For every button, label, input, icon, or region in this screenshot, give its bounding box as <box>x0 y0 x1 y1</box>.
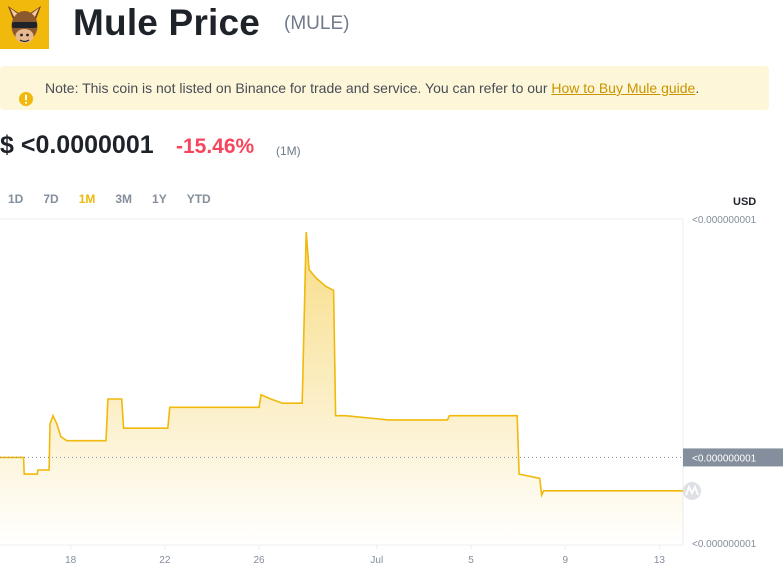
mule-logo <box>0 0 49 49</box>
page-title: Mule Price <box>73 2 261 43</box>
change-period: (1M) <box>276 144 301 158</box>
tab-1m[interactable]: 1M <box>78 192 96 206</box>
x-tick-label: 26 <box>254 555 266 566</box>
coin-symbol: (MULE) <box>284 13 350 34</box>
y-tick-label: <0.000000001 <box>692 215 757 226</box>
notice-text: Note: This coin is not listed on Binance… <box>45 80 552 96</box>
tab-1y[interactable]: 1Y <box>152 192 167 206</box>
notice-banner: Note: This coin is not listed on Binance… <box>0 66 769 110</box>
notice-suffix: . <box>695 80 700 96</box>
tab-1d[interactable]: 1D <box>8 192 24 206</box>
price-chart[interactable]: <0.000000001 <0.000000001 <0.000000001 18 2… <box>0 210 783 575</box>
current-price-label: <0.000000001 <box>692 453 757 464</box>
tab-ytd[interactable]: YTD <box>186 192 211 206</box>
tab-3m[interactable]: 3M <box>115 192 133 206</box>
x-tick-label: 13 <box>654 555 666 566</box>
price-line <box>0 231 683 498</box>
price-change: -15.46% <box>176 135 255 158</box>
currency-label: USD <box>733 196 757 208</box>
price-area <box>0 232 683 545</box>
warning-icon <box>18 80 34 106</box>
current-price: $ <0.0000001 <box>0 131 154 159</box>
tradingview-watermark-icon <box>683 482 701 500</box>
x-tick-label: 18 <box>65 555 77 566</box>
y-tick-label: <0.000000001 <box>692 539 757 550</box>
tab-7d[interactable]: 7D <box>43 192 59 206</box>
x-tick-label: 22 <box>159 555 171 566</box>
how-to-buy-link[interactable]: How to Buy Mule guide <box>551 80 696 96</box>
time-range-tabs: 1D 7D 1M 3M 1Y YTD <box>8 192 231 206</box>
x-tick-label: 5 <box>468 555 474 566</box>
x-tick-label: 9 <box>562 555 568 566</box>
x-tick-label: Jul <box>370 555 383 566</box>
current-price-badge <box>683 448 783 467</box>
